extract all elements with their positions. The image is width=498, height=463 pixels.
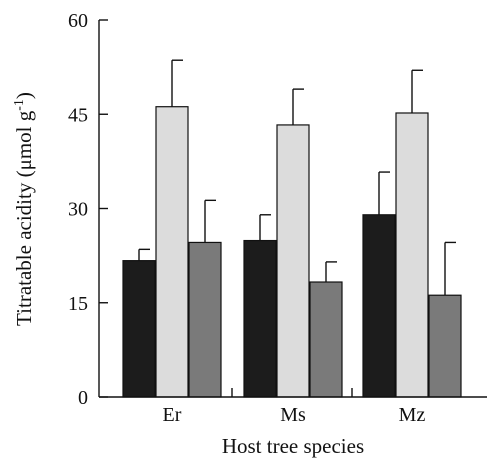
bar bbox=[395, 112, 429, 398]
axes bbox=[98, 20, 487, 398]
bar bbox=[243, 239, 277, 398]
y-tick-label: 45 bbox=[68, 104, 88, 126]
y-axis-title-end: ) bbox=[12, 92, 36, 99]
bar bbox=[122, 260, 156, 398]
y-axis-title: Titratable acidity (μmol g-1) bbox=[12, 92, 36, 326]
bar bbox=[362, 214, 396, 398]
x-tick-label: Ms bbox=[280, 404, 306, 426]
plot-area bbox=[99, 19, 462, 398]
bar bbox=[276, 124, 310, 398]
x-axis-title: Host tree species bbox=[222, 434, 364, 458]
y-axis-title-main: Titratable acidity (μmol g bbox=[12, 110, 36, 326]
y-tick-label: 0 bbox=[78, 387, 88, 409]
y-tick-label: 15 bbox=[68, 293, 88, 315]
tick-labels: 0 15 30 45 60 Er Ms Mz bbox=[68, 10, 425, 426]
x-tick-label: Mz bbox=[399, 404, 426, 426]
y-tick-label: 30 bbox=[68, 199, 88, 221]
bar bbox=[188, 241, 222, 398]
y-axis-title-superscript: -1 bbox=[12, 99, 27, 111]
bar bbox=[309, 281, 343, 398]
bar bbox=[428, 294, 462, 398]
y-tick-label: 60 bbox=[68, 10, 88, 32]
x-tick-label: Er bbox=[163, 404, 182, 426]
bar bbox=[155, 106, 189, 398]
